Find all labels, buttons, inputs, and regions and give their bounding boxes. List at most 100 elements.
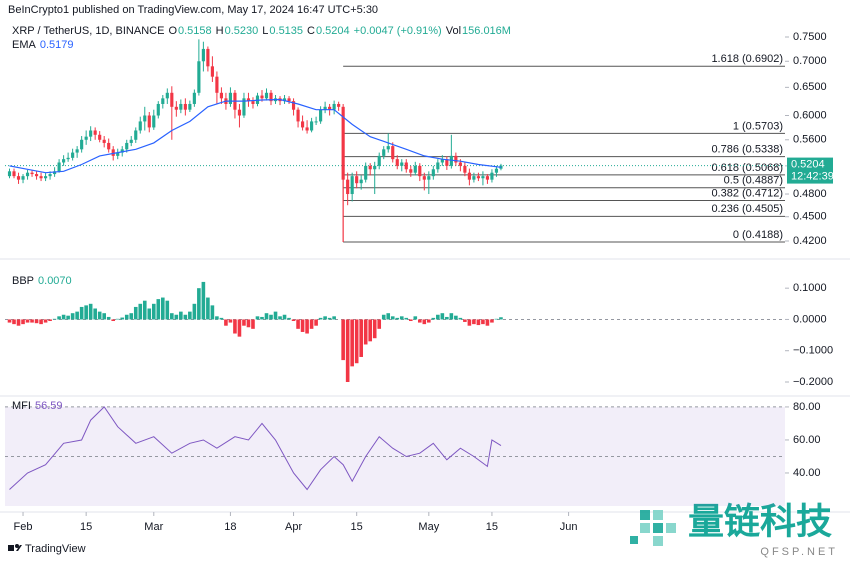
candle-body <box>66 157 70 160</box>
candle-body <box>174 106 178 110</box>
candle-body <box>287 98 291 102</box>
bbp-bar <box>472 319 476 325</box>
bbp-bar <box>12 319 16 325</box>
bbp-bar <box>129 313 134 320</box>
candle-body <box>161 98 165 104</box>
candle-body <box>215 76 219 93</box>
candle-body <box>84 136 88 140</box>
watermark: 量链科技 <box>688 501 832 542</box>
y-tick-label: 0.5600 <box>793 134 827 146</box>
bbp-bar <box>102 313 106 320</box>
countdown-label: 12:42:39 <box>791 170 834 182</box>
candle-body <box>400 162 404 166</box>
candle-body <box>346 179 350 195</box>
bbp-bar <box>233 319 237 334</box>
candle-body <box>201 48 205 62</box>
x-tick-label: 15 <box>80 521 92 533</box>
candle-body <box>364 165 368 180</box>
bbp-bar <box>147 308 152 320</box>
candle-body <box>116 152 120 156</box>
candle-body <box>48 174 52 177</box>
bbp-bar <box>499 317 503 320</box>
bbp-bar <box>291 319 296 322</box>
bbp-bar <box>25 319 30 323</box>
candle-body <box>458 162 462 166</box>
candle-body <box>138 121 142 131</box>
bbp-bar <box>408 319 413 322</box>
bbp-bar <box>142 300 147 320</box>
candle-body <box>7 171 12 177</box>
candle-body <box>269 92 273 102</box>
bbp-bar <box>449 313 454 320</box>
candle-body <box>242 98 246 116</box>
fib-label: 0.382 (0.4712) <box>711 187 783 199</box>
fib-label: 0.5 (0.4887) <box>724 175 783 187</box>
bbp-bar <box>183 314 188 320</box>
watermark-url: QFSP.NET <box>760 546 838 558</box>
volume-value: 156.016M <box>462 25 511 37</box>
bbp-bar <box>48 319 52 322</box>
bbp-bar <box>61 314 66 320</box>
candle-body <box>53 171 57 175</box>
candle-body <box>310 121 314 131</box>
candle-body <box>183 103 187 110</box>
y-tick-label: 0.4500 <box>793 211 827 223</box>
x-tick-label: Apr <box>285 521 302 533</box>
indicator-value: 56.59 <box>34 400 63 412</box>
candle-body <box>12 171 16 177</box>
candle-body <box>111 149 115 156</box>
bbp-bar <box>39 319 43 325</box>
bbp-bar <box>161 297 165 320</box>
candle-body <box>404 162 408 170</box>
candle-body <box>93 130 97 135</box>
bbp-bar <box>481 319 485 325</box>
candle-body <box>75 149 79 153</box>
bbp-bar <box>350 319 354 367</box>
bbp-bar <box>43 319 48 323</box>
bbp-bar <box>485 319 490 326</box>
candle-body <box>472 176 476 180</box>
x-tick-label: Feb <box>14 521 33 533</box>
bbp-bar <box>206 297 210 320</box>
last-price-box <box>787 157 833 184</box>
candle-body <box>206 48 210 67</box>
candle-body <box>440 159 444 163</box>
x-tick-label: May <box>418 521 439 533</box>
bbp-bar <box>463 319 467 322</box>
y-tick-label: 0.1000 <box>793 282 827 294</box>
candle-body <box>21 176 25 180</box>
bbp-bar <box>300 319 305 332</box>
candle-body <box>454 155 458 163</box>
candle-body <box>485 176 490 180</box>
bbp-bar <box>359 319 363 357</box>
indicator-value: 0.0070 <box>38 275 72 287</box>
bbp-bar <box>305 319 309 334</box>
bbp-bar <box>237 319 242 337</box>
bbp-bar <box>381 314 386 320</box>
bbp-bar <box>16 319 21 326</box>
bbp-bar <box>363 319 368 345</box>
candle-body <box>89 130 93 137</box>
candle-body <box>147 115 151 128</box>
bbp-bar <box>440 313 445 320</box>
x-tick-label: 15 <box>351 521 363 533</box>
candle-body <box>98 134 102 140</box>
bbp-bar <box>458 317 463 320</box>
candle-body <box>251 101 255 104</box>
bbp-bar <box>138 303 143 320</box>
candle-body <box>188 103 192 110</box>
candle-body <box>427 176 431 180</box>
candle-body <box>382 149 386 156</box>
bbp-bar <box>282 314 287 320</box>
bbp-bar <box>246 319 251 328</box>
candle-body <box>260 95 264 99</box>
bbp-bar <box>427 319 431 323</box>
bbp-bar <box>264 313 269 320</box>
candle-body <box>219 92 223 99</box>
bbp-bar <box>219 317 224 320</box>
bbp-bar <box>84 305 88 320</box>
symbol-title: XRP / TetherUS, 1D, BINANCE <box>12 25 165 37</box>
candle-body <box>445 159 449 166</box>
bbp-bar <box>251 319 255 329</box>
bbp-bar <box>476 319 481 326</box>
